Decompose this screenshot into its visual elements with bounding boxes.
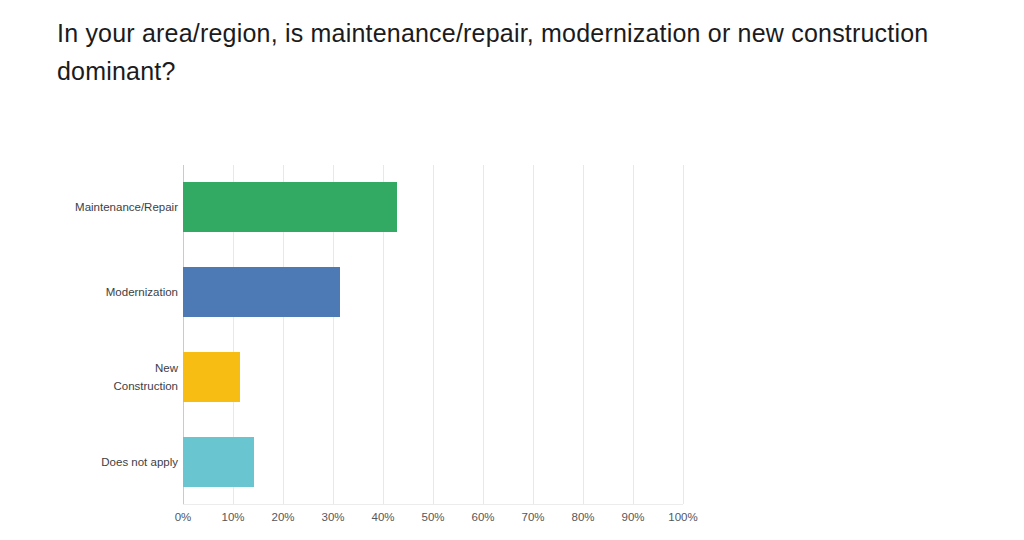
x-tick-label: 80% bbox=[571, 511, 594, 523]
chart-title: In your area/region, is maintenance/repa… bbox=[57, 14, 937, 90]
bar-track bbox=[183, 267, 683, 317]
x-tick-label: 0% bbox=[175, 511, 192, 523]
x-tick-label: 50% bbox=[421, 511, 444, 523]
x-tick-label: 60% bbox=[471, 511, 494, 523]
bar-track bbox=[183, 182, 683, 232]
category-label: New Construction bbox=[58, 359, 183, 395]
bar bbox=[183, 437, 254, 487]
bar-row: Modernization bbox=[58, 250, 708, 335]
category-label: Modernization bbox=[58, 283, 183, 301]
survey-chart-page: In your area/region, is maintenance/repa… bbox=[0, 0, 1024, 540]
bar-track bbox=[183, 437, 683, 487]
bar-row: Does not apply bbox=[58, 419, 708, 504]
x-tick-label: 100% bbox=[668, 511, 697, 523]
x-tick-label: 70% bbox=[521, 511, 544, 523]
x-tick-label: 10% bbox=[221, 511, 244, 523]
category-label: Does not apply bbox=[58, 453, 183, 471]
bar bbox=[183, 182, 397, 232]
bar-rows: Maintenance/Repair Modernization New Const… bbox=[58, 165, 708, 504]
bar-row: New Construction bbox=[58, 335, 708, 420]
bar-track bbox=[183, 352, 683, 402]
bar-chart: Maintenance/Repair Modernization New Const… bbox=[58, 165, 708, 504]
x-tick-label: 30% bbox=[321, 511, 344, 523]
bar bbox=[183, 267, 340, 317]
bar bbox=[183, 352, 240, 402]
x-tick-label: 90% bbox=[621, 511, 644, 523]
x-tick-label: 40% bbox=[371, 511, 394, 523]
x-tick-label: 20% bbox=[271, 511, 294, 523]
bar-row: Maintenance/Repair bbox=[58, 165, 708, 250]
category-label: Maintenance/Repair bbox=[58, 198, 183, 216]
x-axis: 0% 10% 20% 30% 40% 50% 60% 70% 80% 90% 100% bbox=[58, 511, 708, 527]
